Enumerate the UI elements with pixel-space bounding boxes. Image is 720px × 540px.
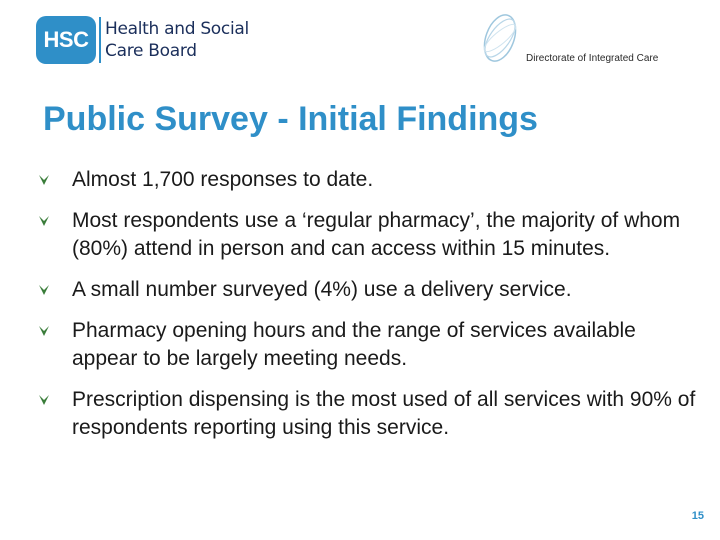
bullet-text: Prescription dispensing is the most used… bbox=[72, 388, 696, 439]
bullet-text: A small number surveyed (4%) use a deliv… bbox=[72, 278, 572, 301]
checkmark-bullet-icon bbox=[39, 395, 49, 405]
page-number: 15 bbox=[691, 510, 704, 522]
dic-swirl-icon bbox=[483, 14, 517, 62]
checkmark-bullet-icon bbox=[39, 175, 49, 185]
bullet-item: Pharmacy opening hours and the range of … bbox=[38, 317, 698, 373]
bullet-list: Almost 1,700 responses to date. Most res… bbox=[38, 166, 698, 455]
logo-divider bbox=[99, 17, 101, 63]
bullet-text: Most respondents use a ‘regular pharmacy… bbox=[72, 209, 681, 260]
hsc-logo-line2: Care Board bbox=[105, 41, 197, 61]
hsc-logo-text: Health and Social Care Board bbox=[105, 18, 249, 62]
checkmark-bullet-icon bbox=[39, 285, 49, 295]
hsc-logo: HSC Health and Social Care Board bbox=[36, 16, 249, 64]
bullet-item: A small number surveyed (4%) use a deliv… bbox=[38, 276, 698, 304]
checkmark-bullet-icon bbox=[39, 216, 49, 226]
hsc-badge: HSC bbox=[36, 16, 96, 64]
bullet-item: Almost 1,700 responses to date. bbox=[38, 166, 698, 194]
dic-logo-text: Directorate of Integrated Care bbox=[526, 53, 659, 64]
hsc-logo-line1: Health and Social bbox=[105, 19, 249, 39]
bullet-text: Almost 1,700 responses to date. bbox=[72, 168, 374, 191]
page-title: Public Survey - Initial Findings bbox=[43, 100, 538, 138]
dic-logo: Directorate of Integrated Care bbox=[470, 8, 680, 68]
checkmark-bullet-icon bbox=[39, 326, 49, 336]
bullet-text: Pharmacy opening hours and the range of … bbox=[72, 319, 636, 370]
bullet-item: Most respondents use a ‘regular pharmacy… bbox=[38, 207, 698, 263]
bullet-item: Prescription dispensing is the most used… bbox=[38, 386, 698, 442]
